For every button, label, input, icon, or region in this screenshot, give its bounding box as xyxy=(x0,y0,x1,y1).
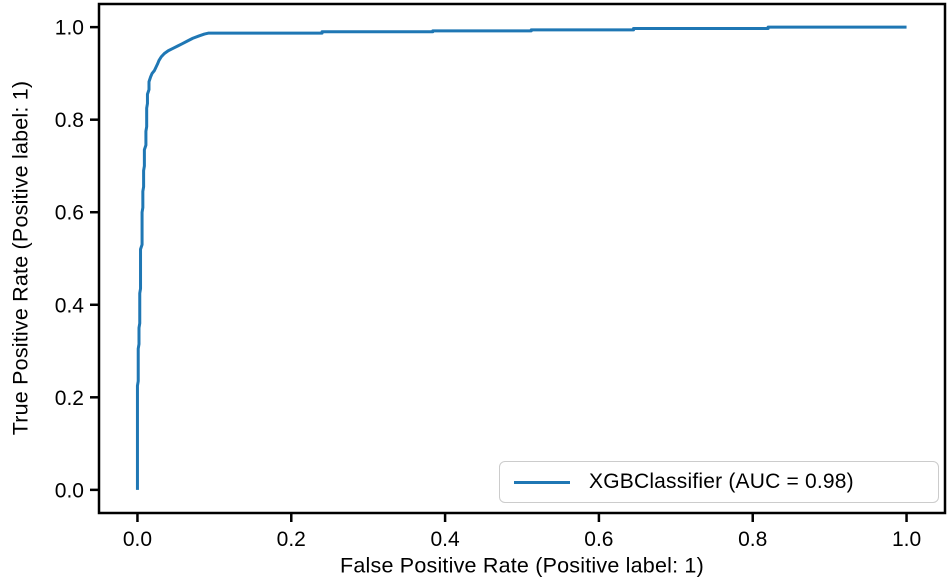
plot-border xyxy=(97,2,947,515)
x-tick-label: 0.6 xyxy=(584,528,613,551)
x-tick-label: 0.0 xyxy=(123,528,152,551)
x-tick-label: 0.2 xyxy=(277,528,306,551)
x-tick-label: 0.8 xyxy=(738,528,767,551)
legend-line-sample xyxy=(514,480,570,484)
y-tick-label: 0.2 xyxy=(55,387,84,410)
legend-label: XGBClassifier (AUC = 0.98) xyxy=(589,470,854,493)
x-tick-label: 0.4 xyxy=(430,528,460,551)
y-tick-label: 0.0 xyxy=(55,479,84,502)
y-axis-label: True Positive Rate (Positive label: 1) xyxy=(8,80,33,436)
y-tick-label: 0.4 xyxy=(55,294,85,317)
legend: XGBClassifier (AUC = 0.98) xyxy=(499,461,939,503)
y-tick-label: 0.8 xyxy=(55,109,84,132)
x-tick-label: 1.0 xyxy=(892,528,921,551)
x-axis-label: False Positive Rate (Positive label: 1) xyxy=(340,553,704,578)
roc-curve xyxy=(135,25,907,490)
y-tick-label: 0.6 xyxy=(55,202,84,225)
y-tick-label: 1.0 xyxy=(55,17,84,40)
